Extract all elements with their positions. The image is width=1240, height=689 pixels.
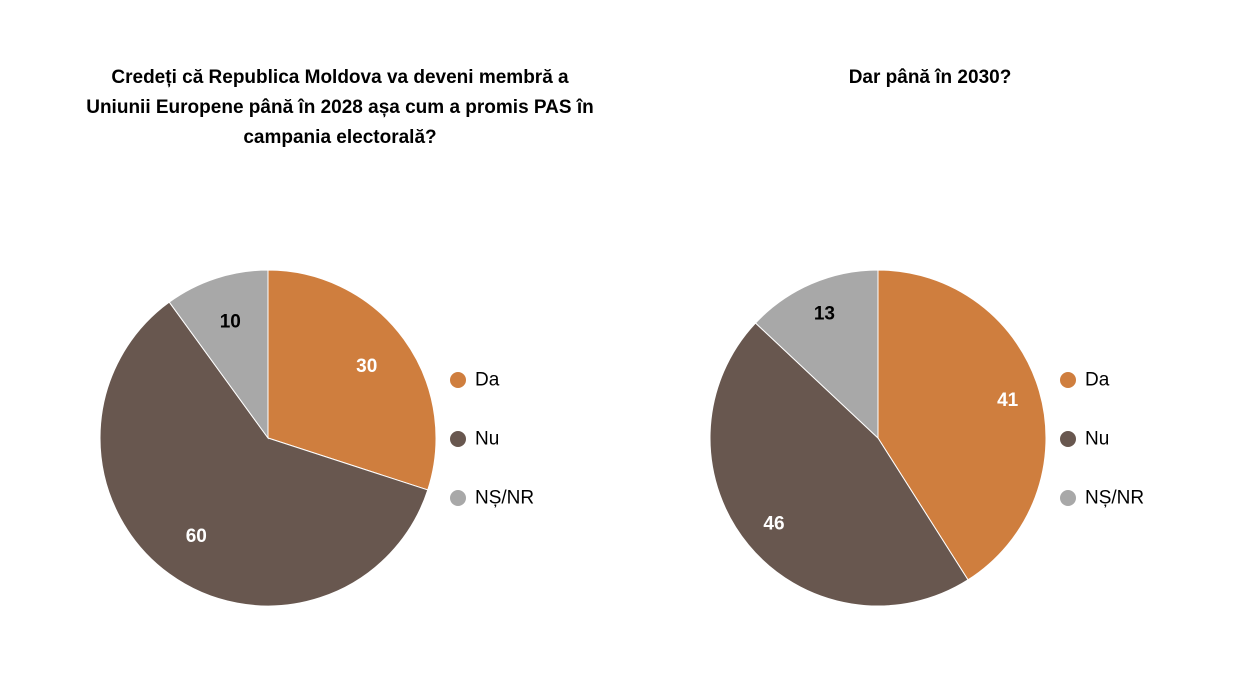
legend-marker-ns-nr-2028 (450, 490, 466, 506)
legend-label-ns-nr-2030: NȘ/NR (1085, 488, 1144, 509)
pie-slice-ns-nr-2030 (754, 269, 879, 440)
data-label-nu-2028: 60 (186, 526, 207, 547)
data-label-ns-nr-2030: 13 (814, 304, 835, 325)
legend-label-ns-nr-2028: NȘ/NR (475, 488, 534, 509)
chart-title-2028: Credeți că Republica Moldova va deveni m… (50, 63, 630, 153)
legend-label-da-2030: Da (1085, 370, 1110, 391)
pie-slice-nu-2028 (99, 301, 429, 607)
legend-marker-da-2030 (1060, 372, 1076, 388)
legend-marker-nu-2030 (1060, 431, 1076, 447)
data-label-nu-2030: 46 (763, 514, 784, 535)
chart-title-2028-line: Uniunii Europene până în 2028 așa cum a … (86, 97, 594, 118)
data-label-ns-nr-2028: 10 (220, 311, 241, 332)
legend-marker-ns-nr-2030 (1060, 490, 1076, 506)
pie-slice-ns-nr-2028 (168, 269, 269, 440)
data-label-da-2028: 30 (356, 356, 377, 377)
data-label-da-2030: 41 (997, 390, 1019, 411)
legend-label-nu-2030: Nu (1085, 429, 1109, 450)
chart-title-2030: Dar până în 2030? (720, 63, 1140, 93)
chart-title-2028-line: Credeți că Republica Moldova va deveni m… (111, 67, 569, 88)
pie-slice-da-2030 (877, 269, 1047, 581)
pie-chart-2028: 30 60 10 Da Nu NȘ/NR (99, 269, 534, 607)
legend-label-da-2028: Da (475, 370, 500, 391)
pie-slice-nu-2030 (709, 322, 969, 607)
legend-label-nu-2028: Nu (475, 429, 499, 450)
legend-marker-nu-2028 (450, 431, 466, 447)
chart-title-2030-line: Dar până în 2030? (848, 67, 1012, 88)
chart-title-2028-line: campania electorală? (243, 127, 437, 148)
pie-slice-da-2028 (267, 269, 437, 491)
legend-marker-da-2028 (450, 372, 466, 388)
pie-chart-2030: 41 46 13 Da Nu NȘ/NR (709, 269, 1144, 607)
